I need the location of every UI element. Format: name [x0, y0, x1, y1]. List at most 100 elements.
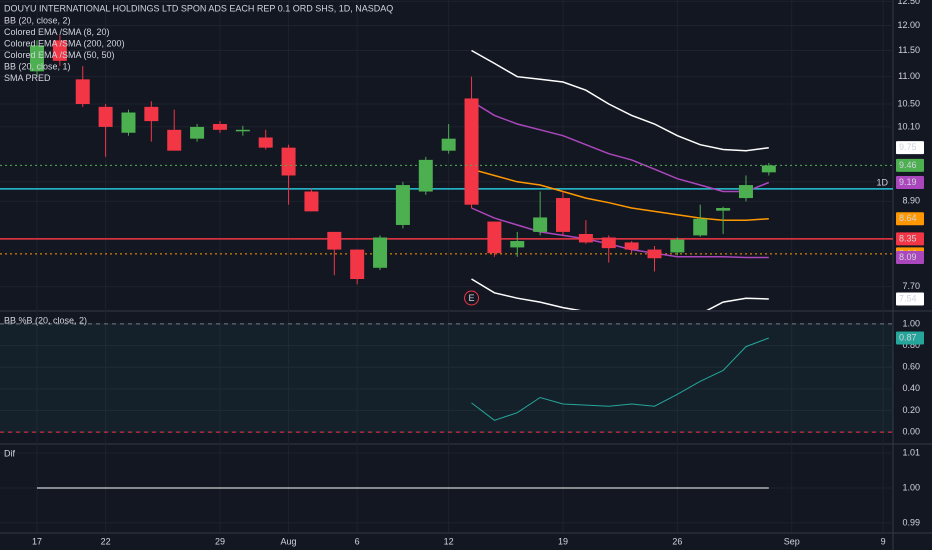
- candle-body: [75, 79, 90, 105]
- y-tick-label: 0.00: [902, 427, 920, 437]
- y-tick-label: 8.90: [902, 196, 920, 206]
- candle-body: [373, 237, 388, 268]
- candle-body: [647, 249, 662, 259]
- price-tag: [896, 175, 924, 189]
- y-tick-label: 10.50: [897, 98, 920, 108]
- y-tick-label: 11.50: [898, 45, 920, 55]
- series-line: [471, 337, 769, 421]
- y-tick-label: 0.40: [902, 383, 920, 393]
- candle-body: [190, 126, 205, 139]
- y-tick-label: 11.00: [898, 71, 920, 81]
- y-tick-label: 1.01: [902, 447, 920, 457]
- candle-body: [235, 129, 250, 132]
- price-tag: [896, 251, 924, 265]
- x-tick-label: Aug: [281, 536, 297, 546]
- x-tick-label: 19: [558, 536, 568, 546]
- candle-body: [30, 45, 44, 72]
- earnings-marker: [464, 290, 480, 306]
- price-tag-label: 9.46: [899, 160, 917, 170]
- x-tick-label: 26: [672, 536, 682, 546]
- y-tick-label: 12.00: [897, 20, 920, 30]
- legend-entry: Colored EMA /SMA (8, 20): [4, 27, 110, 37]
- legend-entry: Colored EMA /SMA (50, 50): [4, 50, 115, 60]
- y-tick-label: 1.00: [902, 482, 920, 492]
- candle-body: [212, 123, 227, 130]
- level-band: [0, 323, 893, 433]
- pane: [0, 0, 893, 310]
- candle-body: [761, 165, 776, 173]
- earnings-label: E: [469, 293, 475, 303]
- x-tick-label: 22: [101, 536, 111, 546]
- pane-title: BB %B (20, close, 2): [4, 315, 87, 325]
- price-tag: [896, 292, 924, 306]
- series-line: [471, 278, 769, 310]
- price-tag-label: 8.09: [899, 252, 917, 262]
- candle-body: [464, 98, 479, 205]
- legend-entry: SMA PRED: [4, 73, 51, 83]
- candle-body: [418, 159, 433, 192]
- series-line: [471, 168, 769, 221]
- pane-title: DOUYU INTERNATIONAL HOLDINGS LTD SPON AD…: [4, 3, 393, 13]
- candle-body: [716, 208, 731, 211]
- x-tick-label: 29: [215, 536, 225, 546]
- legend-entry: BB (20, close, 1): [4, 61, 71, 71]
- price-tag: [896, 212, 924, 226]
- x-tick-label: Sep: [784, 536, 800, 546]
- y-tick-label: 0.60: [902, 362, 920, 372]
- candle-body: [98, 106, 113, 127]
- y-tick-label: 10.10: [897, 121, 920, 131]
- x-tick-label: 6: [355, 536, 360, 546]
- series-line: [471, 207, 769, 259]
- x-tick-label: 12: [444, 536, 454, 546]
- legend-entry: Colored EMA /SMA (200, 200): [4, 38, 125, 48]
- candle-body: [624, 242, 639, 250]
- candle-body: [144, 106, 159, 122]
- candle-body: [533, 217, 548, 232]
- candle-body: [52, 40, 67, 61]
- price-tag: [896, 158, 924, 172]
- price-tag: [896, 331, 924, 345]
- price-tag-label: 9.75: [899, 142, 917, 152]
- candle-body: [510, 241, 525, 248]
- candle-body: [167, 129, 182, 151]
- x-tick-label: 9: [881, 536, 886, 546]
- candle-body: [258, 137, 273, 148]
- candle-body: [327, 231, 342, 250]
- y-tick-label: 0.80: [902, 340, 920, 350]
- candle-body: [350, 249, 365, 280]
- candle-body: [556, 198, 571, 232]
- x-tick-label: 17: [32, 536, 42, 546]
- pane: [0, 452, 893, 524]
- pane-title: Dif: [4, 448, 15, 458]
- price-tag-label: 0.87: [899, 332, 917, 342]
- candle-body: [304, 191, 319, 212]
- level-label: 1D: [876, 177, 888, 187]
- candle-body: [441, 138, 456, 151]
- y-tick-label: 0.20: [902, 405, 920, 415]
- y-tick-label: 7.70: [902, 281, 920, 291]
- candle-body: [693, 218, 708, 236]
- price-tag-label: 7.54: [899, 293, 917, 303]
- candle-body: [738, 185, 753, 199]
- candle-body: [395, 185, 410, 225]
- price-tag-label: 8.64: [899, 213, 917, 223]
- legend-entry: BB (20, close, 2): [4, 15, 71, 25]
- price-tag: [896, 232, 924, 246]
- series-line: [471, 100, 770, 193]
- candle-body: [670, 239, 685, 253]
- candle-body: [121, 112, 136, 133]
- candle-body: [487, 221, 502, 254]
- y-tick-label: 12.50: [897, 0, 920, 6]
- y-tick-label: 1.00: [902, 318, 920, 328]
- candle-body: [578, 233, 593, 243]
- candle-body: [281, 147, 296, 176]
- pane: [0, 323, 893, 433]
- price-tag-label: 8.35: [899, 233, 917, 243]
- candle-body: [601, 237, 616, 249]
- series-line: [471, 49, 769, 152]
- price-tag-label: 9.19: [899, 177, 917, 187]
- y-tick-label: 0.99: [902, 517, 920, 527]
- price-tag: [896, 141, 924, 155]
